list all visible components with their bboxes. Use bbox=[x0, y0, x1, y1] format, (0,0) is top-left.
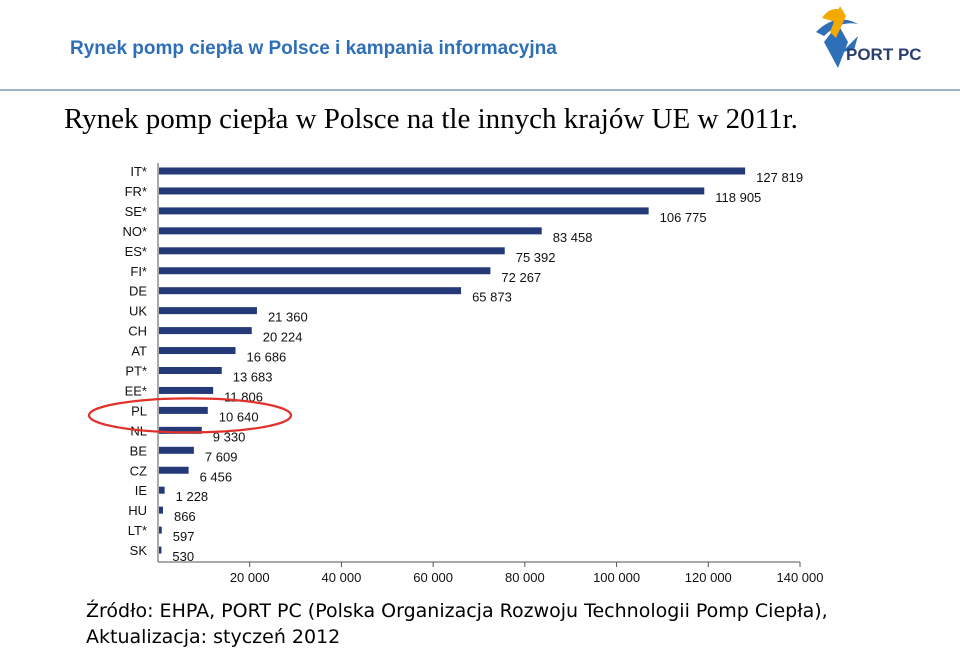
bar bbox=[159, 307, 257, 315]
data-label: 597 bbox=[173, 529, 195, 544]
category-label: BE bbox=[130, 443, 148, 458]
data-label: 6 456 bbox=[200, 469, 233, 484]
category-label: FI* bbox=[130, 264, 147, 279]
category-label: IE bbox=[135, 483, 148, 498]
bar bbox=[159, 546, 162, 554]
source-note: Źródło: EHPA, PORT PC (Polska Organizacj… bbox=[86, 598, 828, 650]
category-label: SK bbox=[130, 543, 148, 558]
port-pc-logo-icon bbox=[816, 6, 858, 68]
data-label: 118 905 bbox=[715, 190, 761, 205]
data-label: 106 775 bbox=[660, 210, 707, 225]
x-tick-label: 40 000 bbox=[322, 570, 362, 585]
bar bbox=[159, 347, 236, 355]
x-tick-label: 80 000 bbox=[505, 570, 545, 585]
header-divider bbox=[0, 89, 960, 91]
category-label: IT* bbox=[130, 164, 147, 179]
source-line-2: Aktualizacja: styczeń 2012 bbox=[86, 626, 341, 648]
data-label: 20 224 bbox=[263, 330, 303, 345]
bar bbox=[159, 466, 189, 474]
x-tick-label: 120 000 bbox=[685, 570, 732, 585]
bar bbox=[159, 406, 208, 414]
bar bbox=[159, 426, 202, 434]
bar bbox=[159, 446, 194, 454]
category-label: PT* bbox=[125, 364, 147, 379]
x-tick-label: 140 000 bbox=[777, 570, 824, 585]
category-label: DE bbox=[129, 284, 147, 299]
bar bbox=[159, 386, 214, 394]
data-label: 7 609 bbox=[205, 449, 238, 464]
data-label: 83 458 bbox=[553, 230, 593, 245]
data-label: 16 686 bbox=[247, 350, 287, 365]
bar bbox=[159, 506, 163, 514]
bar bbox=[159, 207, 649, 215]
data-label: 75 392 bbox=[516, 250, 556, 265]
category-label: NO* bbox=[122, 224, 147, 239]
data-label: 1 228 bbox=[176, 489, 209, 504]
data-label: 72 267 bbox=[501, 270, 541, 285]
data-label: 65 873 bbox=[472, 290, 512, 305]
bar bbox=[159, 287, 462, 295]
bar bbox=[159, 486, 165, 494]
category-label: CZ bbox=[130, 463, 147, 478]
category-label: UK bbox=[129, 304, 147, 319]
category-label: FR* bbox=[125, 184, 147, 199]
logo-text: PORT PC bbox=[846, 45, 922, 64]
source-line-1: Źródło: EHPA, PORT PC (Polska Organizacj… bbox=[86, 600, 828, 622]
category-label: EE* bbox=[125, 383, 147, 398]
category-label: CH bbox=[128, 324, 147, 339]
data-label: 866 bbox=[174, 509, 196, 524]
bar bbox=[159, 526, 162, 534]
bar bbox=[159, 367, 222, 374]
page-title: Rynek pomp ciepła w Polsce na tle innych… bbox=[64, 103, 798, 135]
bar bbox=[159, 187, 705, 195]
data-label: 9 330 bbox=[213, 429, 246, 444]
bar bbox=[159, 227, 542, 235]
data-label: 10 640 bbox=[219, 409, 259, 424]
data-label: 127 819 bbox=[756, 170, 803, 185]
data-label: 21 360 bbox=[268, 310, 308, 325]
x-tick-label: 100 000 bbox=[593, 570, 640, 585]
category-label: ES* bbox=[125, 244, 147, 259]
bar bbox=[159, 267, 491, 275]
data-label: 13 683 bbox=[233, 370, 273, 385]
bar bbox=[159, 327, 252, 335]
category-label: PL bbox=[131, 403, 147, 418]
category-label: HU bbox=[128, 503, 147, 518]
category-label: AT bbox=[131, 344, 147, 359]
category-label: LT* bbox=[128, 523, 147, 538]
data-label: 530 bbox=[172, 549, 194, 564]
category-label: SE* bbox=[125, 204, 147, 219]
x-tick-label: 60 000 bbox=[413, 570, 453, 585]
highlight-ellipse bbox=[87, 397, 293, 434]
bar bbox=[159, 167, 746, 175]
x-tick-label: 20 000 bbox=[230, 570, 270, 585]
header-title: Rynek pomp ciepła w Polsce i kampania in… bbox=[70, 38, 557, 59]
bar bbox=[159, 247, 505, 255]
